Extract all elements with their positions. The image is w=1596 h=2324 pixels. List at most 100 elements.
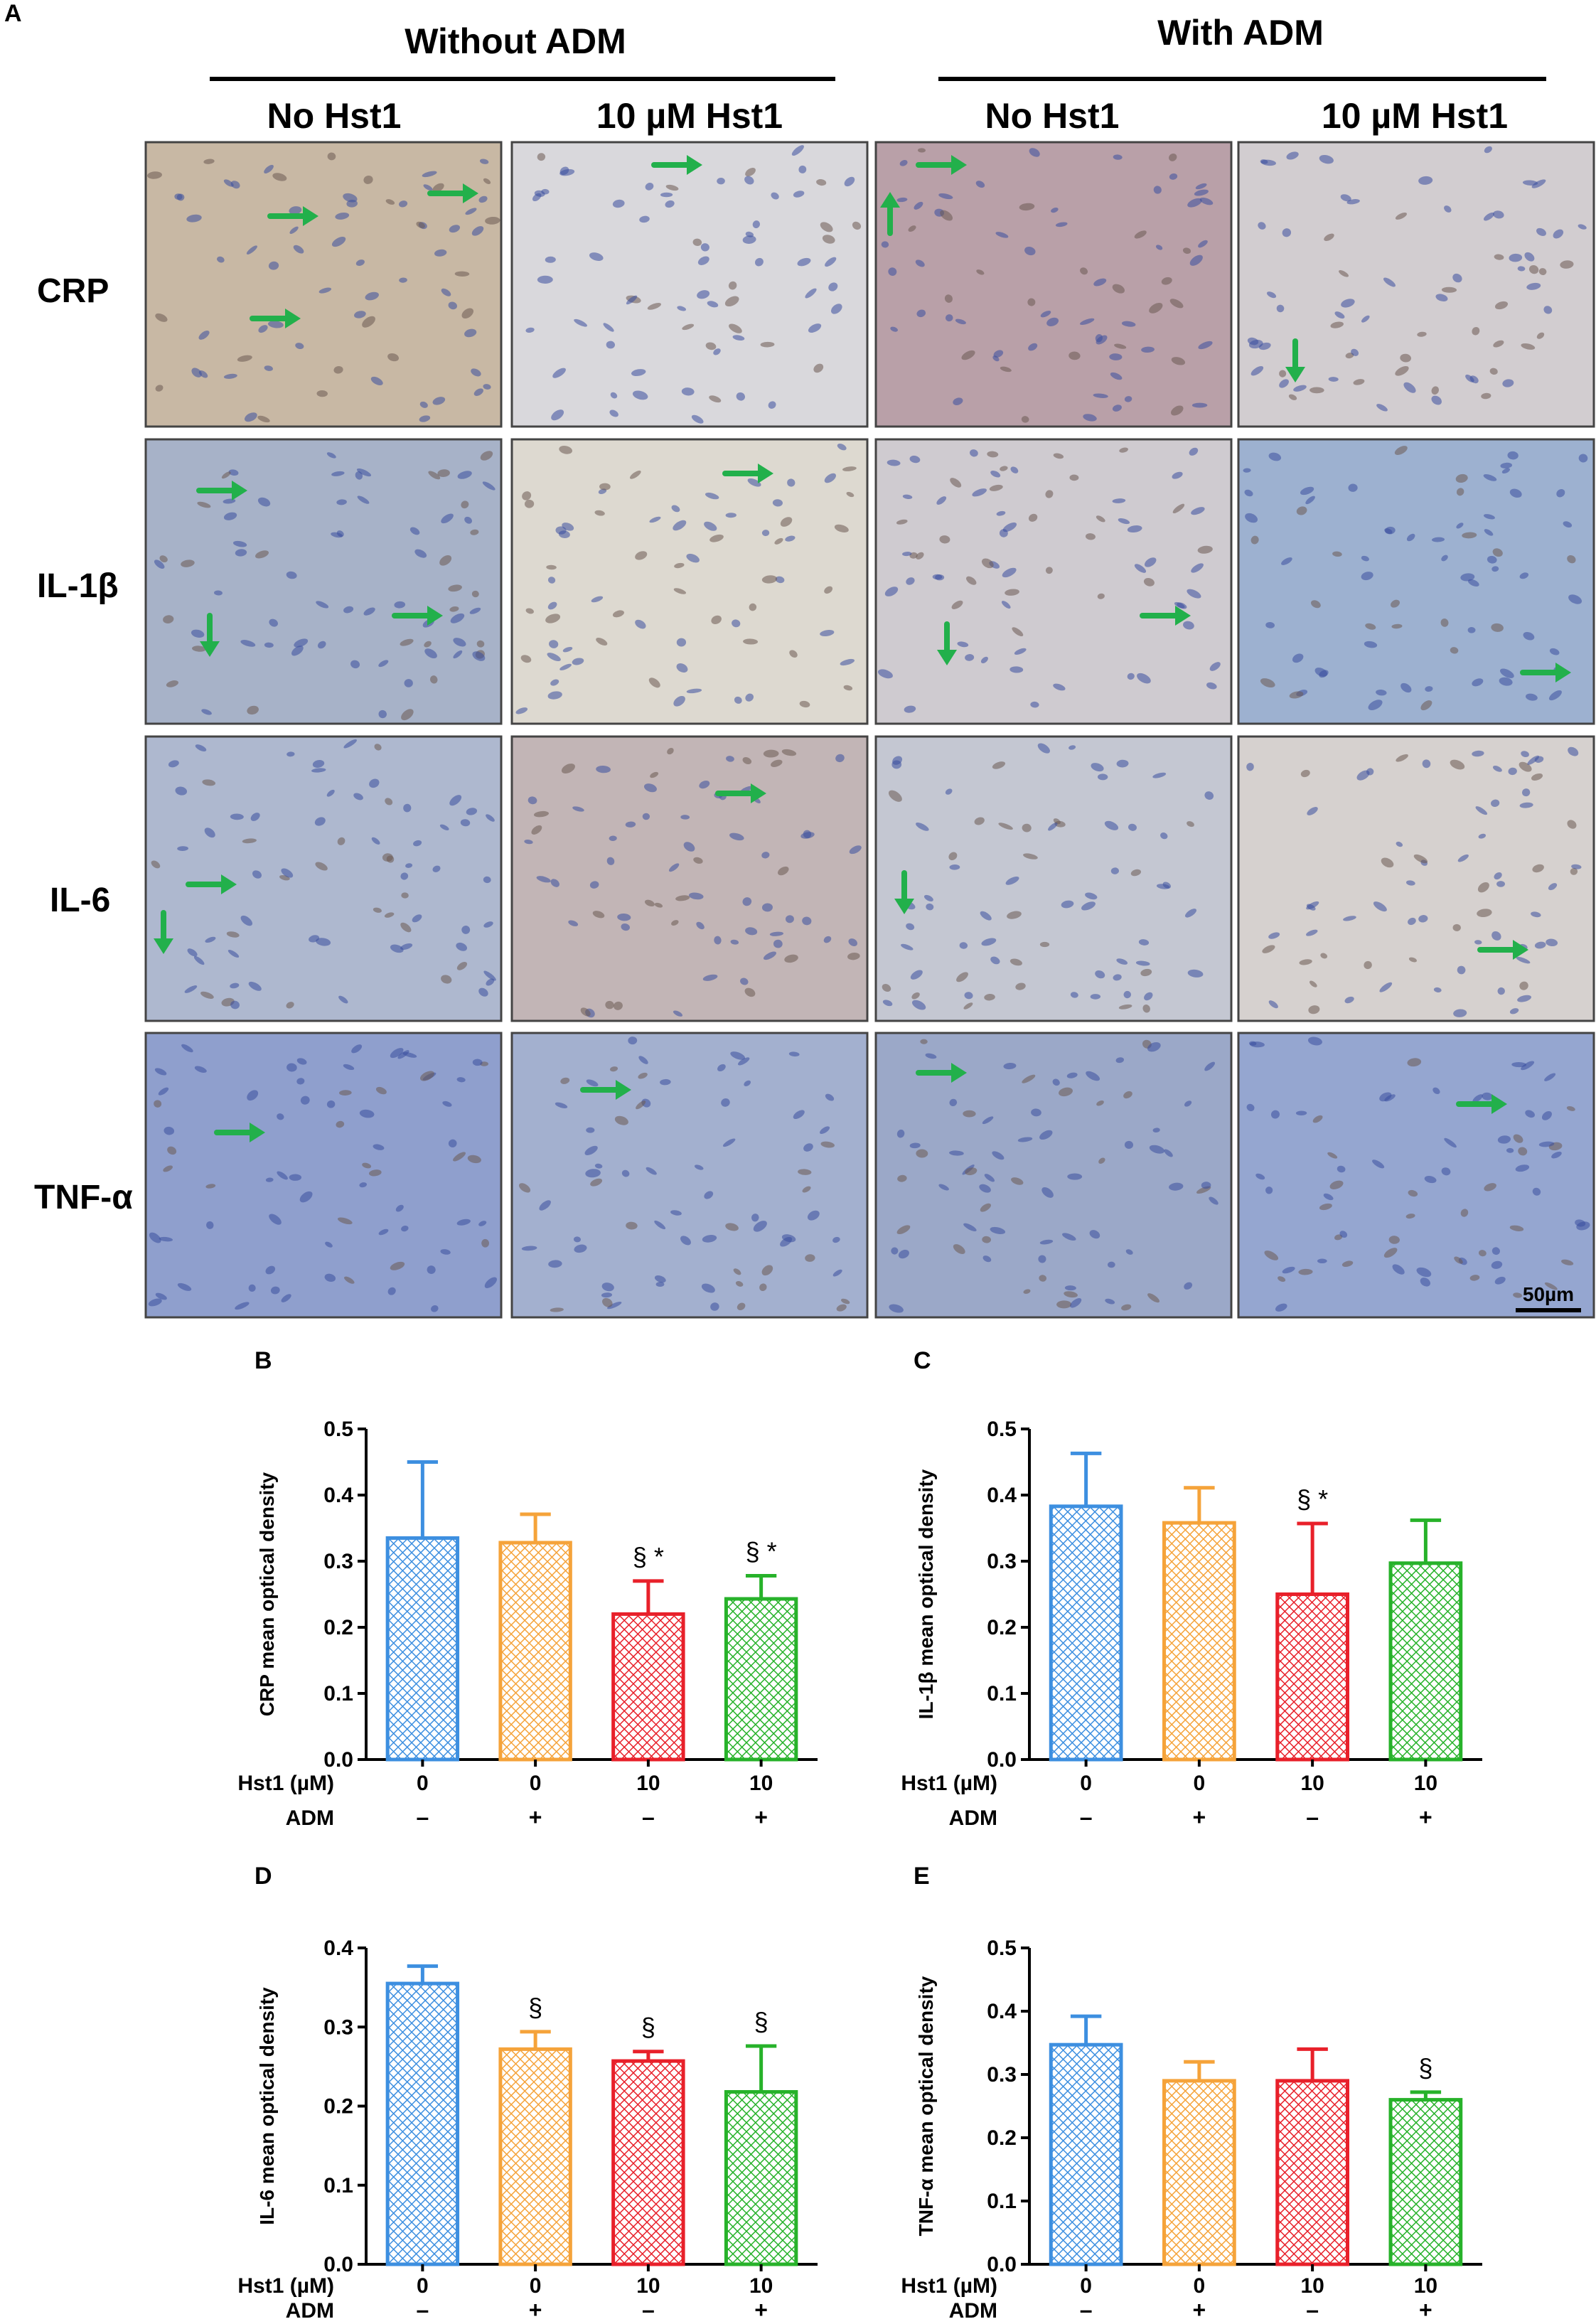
hst1-value: 0 [417,1772,429,1795]
y-tick-label: 0.2 [323,2095,353,2119]
micrograph-cell-texture [889,1039,1219,1313]
y-tick-label: 0.1 [323,2174,353,2197]
green-arrow-icon [427,183,478,203]
y-tick-label: 0.4 [323,1937,353,1960]
hst1-row-label: Hst1 (µM) [237,2274,334,2298]
hst1-value: 10 [636,2274,660,2298]
scale-bar-label: 50µm [1523,1283,1574,1305]
bar [1388,2098,1463,2266]
significance-label: § [641,2013,655,2042]
bar [385,1536,460,1762]
bar [498,2047,572,2266]
y-tick-label: 0.4 [987,1484,1017,1507]
adm-value: + [754,1804,768,1830]
chart-d: D IL-6 mean optical density 0.0 0.1 0.2 0.3 0.… [237,1863,818,2323]
micrograph-cell-texture [148,1044,497,1312]
row-label-il6: IL-6 [50,882,110,919]
significance-label: § * [633,1542,664,1571]
hst1-value: 10 [749,2274,773,2298]
bar [1275,2079,1349,2266]
y-tick-label: 0.5 [987,1937,1017,1960]
micrograph-background [874,735,1233,1022]
adm-value: + [1419,2297,1432,2323]
y-tick-label: 0.3 [323,2015,353,2039]
y-tick-label: 0.2 [987,2126,1017,2150]
green-arrow-icon [916,1063,967,1083]
hst1-value: 0 [1194,2274,1206,2298]
chart-e: E TNF-α mean optical density 0.0 0.1 0.2 0.3 0… [901,1863,1482,2323]
y-tick-label: 0.0 [987,2253,1017,2276]
micrograph-tnfa-col2 [510,1032,869,1319]
hst1-value: 0 [1080,2274,1092,2298]
group-header-without-adm: Without ADM [405,21,626,61]
green-arrow-icon [267,206,318,226]
green-arrow-icon [894,870,914,914]
micrograph-cell-texture [1243,446,1588,711]
y-tick-label: 0.5 [323,1418,353,1441]
micrograph-background [144,141,503,428]
y-tick-label: 0.0 [987,1748,1017,1772]
micrograph-crp-col2 [510,141,869,428]
micrograph-crp-col4 [1237,141,1595,428]
significance-label: § * [746,1536,777,1565]
green-arrow-icon [214,1123,265,1142]
y-tick-label: 0.3 [987,2063,1017,2087]
hst1-value: 10 [1300,1772,1324,1795]
micrograph-cell-texture [524,748,862,1018]
bar [1049,1504,1123,1762]
row-label-il1b: IL-1β [37,567,119,605]
green-arrow-icon [186,874,237,894]
green-arrow-icon [651,155,702,175]
y-tick-label: 0.4 [323,1484,353,1507]
group-rule-without-adm [210,77,835,81]
micrograph-cell-texture [147,152,500,423]
green-arrow-icon [392,606,443,626]
hst1-value: 10 [636,1772,660,1795]
group-rule-with-adm [938,77,1546,81]
micrograph-background [510,735,869,1022]
bar [611,2059,685,2266]
hst1-value: 0 [1080,1772,1092,1795]
hst1-value: 0 [530,2274,542,2298]
hst1-value: 0 [417,2274,429,2298]
green-arrow-icon [1520,663,1571,682]
panel-label: C [914,1347,931,1374]
adm-value: – [1080,1804,1093,1830]
y-axis-label: TNF-α mean optical density [915,1976,937,2236]
micrograph-il6-col4 [1237,735,1595,1022]
panel-label: E [914,1863,930,1890]
micrograph-tnfa-col4 [1237,1032,1595,1319]
micrograph-background [510,141,869,428]
bar [724,2089,798,2266]
hst1-row-label: Hst1 (µM) [237,1772,334,1795]
y-tick-label: 0.0 [323,2253,353,2276]
adm-value: – [1306,1804,1319,1830]
micrograph-il6-col2 [510,735,869,1022]
micrograph-tnfa-col1 [144,1032,503,1319]
green-arrow-icon [1285,338,1305,382]
micrograph-background [874,438,1233,725]
y-tick-label: 0.2 [323,1616,353,1639]
micrograph-grid [144,141,1595,1319]
green-arrow-icon [916,155,967,175]
hst1-value: 10 [749,1772,773,1795]
adm-value: + [1419,1804,1432,1830]
micrograph-il1b-col1 [144,438,503,725]
adm-value: – [416,1804,429,1830]
micrograph-il1b-col3 [874,438,1233,725]
y-tick-label: 0.1 [323,1682,353,1705]
y-axis-label: IL-6 mean optical density [256,1987,278,2225]
bar [1162,2079,1236,2266]
micrograph-background [510,438,869,725]
micrograph-crp-col1 [144,141,503,428]
hst1-value: 0 [530,1772,542,1795]
micrograph-cell-texture [154,451,496,721]
row-label-tnfa: TNF-α [34,1179,133,1216]
micrograph-background [1237,735,1595,1022]
hst1-value: 10 [1414,1772,1437,1795]
column-header-10um-hst1-without-adm: 10 µM Hst1 [596,96,783,136]
panel-label: B [255,1347,272,1374]
bar [724,1597,798,1762]
y-axis-label: CRP mean optical density [256,1472,278,1716]
